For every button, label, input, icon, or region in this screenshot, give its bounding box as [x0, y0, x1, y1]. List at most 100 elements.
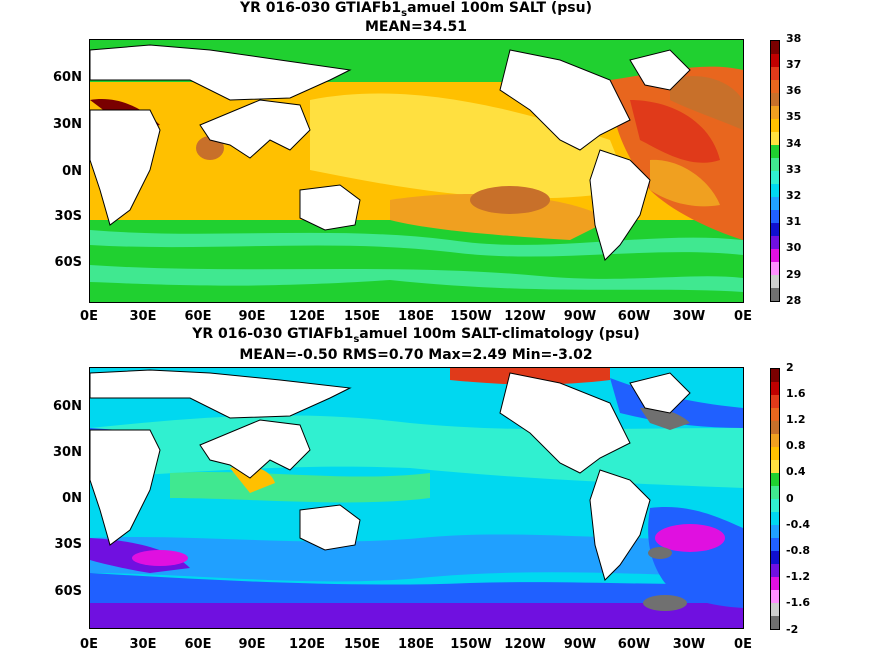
colorbar-swatch [771, 249, 779, 262]
panel1-xlabel: 150E [343, 309, 381, 324]
panel2-xlabel: 90W [563, 637, 597, 652]
panel1-ylabel-30s: 30S [54, 209, 82, 224]
panel1-xlabel: 30W [672, 309, 706, 324]
colorbar-swatch [771, 486, 779, 499]
panel2-colorbar-label: -0.8 [786, 544, 811, 557]
panel1-colorbar-label: 35 [786, 110, 802, 123]
panel1-colorbar-label: 28 [786, 294, 802, 307]
panel2-subtitle: MEAN=-0.50 RMS=0.70 Max=2.49 Min=-3.02 [239, 347, 593, 363]
panel2-colorbar-label: 1.6 [786, 387, 806, 400]
panel2-colorbar-label: -0.4 [786, 518, 811, 531]
colorbar-swatch [771, 119, 779, 132]
panel2-xlabel: 60W [617, 637, 651, 652]
colorbar-swatch [771, 54, 779, 67]
colorbar-swatch [771, 93, 779, 106]
panel1-colorbar-label: 29 [786, 268, 802, 281]
panel1-ylabel-60s: 60S [54, 255, 82, 270]
colorbar-swatch [771, 408, 779, 421]
colorbar-swatch [771, 447, 779, 460]
panel2-ylabel-0n: 0N [62, 491, 82, 506]
colorbar-swatch [771, 551, 779, 564]
panel2-xlabel: 150E [343, 637, 381, 652]
panel2-xlabel: 60E [184, 637, 212, 652]
panel2-map [89, 367, 744, 629]
panel1-xlabel: 30E [129, 309, 157, 324]
panel2-colorbar-label: -2 [786, 623, 799, 636]
colorbar-swatch [771, 158, 779, 171]
colorbar-swatch [771, 262, 779, 275]
panel1-xlabel: 120W [504, 309, 546, 324]
colorbar-swatch [771, 603, 779, 616]
panel1-xlabel: 180E [397, 309, 435, 324]
panel1-ylabel-60n: 60N [53, 70, 82, 85]
colorbar-swatch [771, 41, 779, 54]
panel1-xlabel: 60E [184, 309, 212, 324]
colorbar-swatch [771, 512, 779, 525]
panel1-xlabel: 0E [734, 309, 752, 324]
panel2-xlabel: 90E [238, 637, 266, 652]
panel1-colorbar-label: 36 [786, 84, 802, 97]
panel1-xlabel: 0E [80, 309, 98, 324]
panel2-colorbar-label: -1.6 [786, 596, 811, 609]
panel2-colorbar-label: 0 [786, 492, 794, 505]
colorbar-swatch [771, 80, 779, 93]
panel2-ylabel-30s: 30S [54, 537, 82, 552]
colorbar-swatch [771, 434, 779, 447]
panel1-xlabel: 150W [450, 309, 492, 324]
colorbar-swatch [771, 460, 779, 473]
colorbar-swatch [771, 564, 779, 577]
panel2-xlabel: 30E [129, 637, 157, 652]
panel1-xlabel: 60W [617, 309, 651, 324]
panel2-title: YR 016-030 GTIAFb1samuel 100m SALT-clima… [192, 326, 640, 345]
panel1-xlabel: 120E [288, 309, 326, 324]
colorbar-swatch [771, 473, 779, 486]
panel1-colorbar-label: 32 [786, 189, 802, 202]
colorbar-swatch [771, 67, 779, 80]
colorbar-swatch [771, 171, 779, 184]
panel2-colorbar [770, 368, 780, 630]
colorbar-swatch [771, 288, 779, 301]
colorbar-swatch [771, 197, 779, 210]
panel1-xlabel: 90W [563, 309, 597, 324]
panel1-colorbar-label: 34 [786, 137, 802, 150]
colorbar-swatch [771, 421, 779, 434]
panel2-xlabel: 120W [504, 637, 546, 652]
colorbar-swatch [771, 590, 779, 603]
panel1-ylabel-30n: 30N [53, 117, 82, 132]
panel2-xlabel: 120E [288, 637, 326, 652]
panel1-colorbar [770, 40, 780, 302]
colorbar-swatch [771, 210, 779, 223]
panel2-colorbar-label: -1.2 [786, 570, 811, 583]
panel1-ylabel-0n: 0N [62, 164, 82, 179]
panel2-ylabel-60s: 60S [54, 584, 82, 599]
panel1-colorbar-label: 37 [786, 58, 802, 71]
panel1-colorbar-label: 30 [786, 241, 802, 254]
panel1-subtitle: MEAN=34.51 [364, 19, 468, 35]
panel1-colorbar-label: 33 [786, 163, 802, 176]
colorbar-swatch [771, 577, 779, 590]
panel1-xlabel: 90E [238, 309, 266, 324]
panel2-colorbar-label: 2 [786, 361, 794, 374]
panel2-ylabel-30n: 30N [53, 445, 82, 460]
colorbar-swatch [771, 538, 779, 551]
panel1-title: YR 016-030 GTIAFb1samuel 100m SALT (psu) [240, 0, 592, 19]
colorbar-swatch [771, 132, 779, 145]
colorbar-swatch [771, 145, 779, 158]
colorbar-swatch [771, 275, 779, 288]
panel2-colorbar-label: 0.8 [786, 439, 806, 452]
colorbar-swatch [771, 525, 779, 538]
colorbar-swatch [771, 499, 779, 512]
colorbar-swatch [771, 236, 779, 249]
panel1-colorbar-label: 38 [786, 32, 802, 45]
panel2-xlabel: 0E [734, 637, 752, 652]
panel1-colorbar-label: 31 [786, 215, 802, 228]
panel2-colorbar-label: 1.2 [786, 413, 806, 426]
colorbar-swatch [771, 369, 779, 382]
panel2-xlabel: 0E [80, 637, 98, 652]
colorbar-swatch [771, 616, 779, 629]
panel2-xlabel: 150W [450, 637, 492, 652]
panel2-xlabel: 180E [397, 637, 435, 652]
colorbar-swatch [771, 395, 779, 408]
panel2-colorbar-label: 0.4 [786, 465, 806, 478]
colorbar-swatch [771, 382, 779, 395]
